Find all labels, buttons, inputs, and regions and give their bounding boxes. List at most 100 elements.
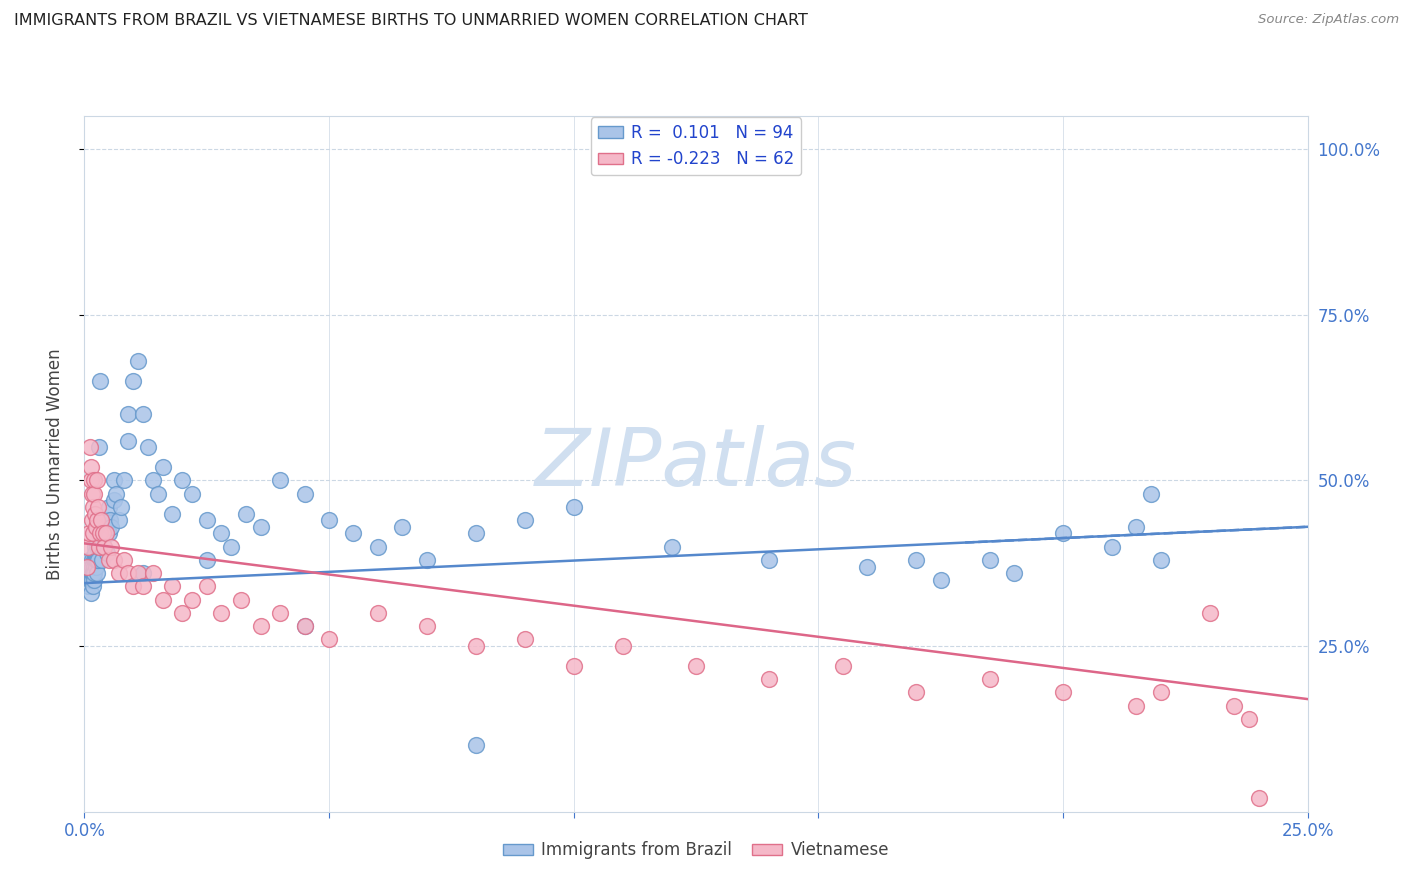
- Point: [464, 639, 486, 653]
- Point: [80, 586, 103, 600]
- Point: [82, 573, 104, 587]
- Point: [80, 573, 103, 587]
- Point: [249, 619, 271, 633]
- Point: [77, 553, 100, 567]
- Point: [181, 486, 204, 500]
- Point: [80, 474, 103, 488]
- Point: [103, 493, 125, 508]
- Point: [86, 474, 108, 488]
- Point: [91, 553, 114, 567]
- Point: [172, 474, 194, 488]
- Point: [97, 526, 120, 541]
- Point: [83, 486, 105, 500]
- Point: [127, 566, 149, 581]
- Point: [90, 513, 112, 527]
- Point: [117, 407, 139, 421]
- Point: [162, 507, 184, 521]
- Point: [758, 672, 780, 686]
- Point: [84, 520, 107, 534]
- Point: [79, 573, 101, 587]
- Point: [83, 566, 105, 581]
- Point: [562, 659, 585, 673]
- Point: [84, 546, 107, 560]
- Point: [93, 540, 115, 554]
- Point: [318, 513, 340, 527]
- Point: [105, 486, 128, 500]
- Point: [1223, 698, 1246, 713]
- Point: [107, 513, 129, 527]
- Point: [79, 440, 101, 454]
- Point: [80, 486, 103, 500]
- Point: [86, 540, 108, 554]
- Point: [107, 566, 129, 581]
- Point: [90, 540, 112, 554]
- Point: [162, 579, 184, 593]
- Point: [142, 474, 165, 488]
- Point: [98, 513, 121, 527]
- Point: [76, 566, 98, 581]
- Point: [80, 553, 103, 567]
- Point: [87, 553, 110, 567]
- Point: [77, 566, 100, 581]
- Point: [76, 559, 98, 574]
- Point: [172, 606, 194, 620]
- Point: [79, 559, 101, 574]
- Point: [1247, 791, 1270, 805]
- Point: [80, 460, 103, 475]
- Point: [84, 507, 107, 521]
- Point: [464, 526, 486, 541]
- Text: ZIPatlas: ZIPatlas: [534, 425, 858, 503]
- Point: [318, 632, 340, 647]
- Point: [83, 559, 105, 574]
- Point: [1150, 685, 1173, 699]
- Point: [90, 526, 112, 541]
- Point: [905, 553, 928, 567]
- Point: [513, 632, 536, 647]
- Point: [87, 440, 110, 454]
- Point: [96, 526, 118, 541]
- Point: [82, 500, 104, 514]
- Point: [146, 486, 169, 500]
- Y-axis label: Births to Unmarried Women: Births to Unmarried Women: [45, 348, 63, 580]
- Point: [342, 526, 364, 541]
- Point: [83, 573, 105, 587]
- Point: [93, 540, 115, 554]
- Point: [100, 520, 122, 534]
- Point: [562, 500, 585, 514]
- Point: [84, 559, 107, 574]
- Point: [1052, 685, 1074, 699]
- Point: [76, 579, 98, 593]
- Point: [84, 553, 107, 567]
- Point: [82, 513, 104, 527]
- Point: [132, 407, 155, 421]
- Point: [117, 434, 139, 448]
- Point: [112, 474, 135, 488]
- Point: [209, 606, 232, 620]
- Point: [83, 474, 105, 488]
- Point: [82, 566, 104, 581]
- Point: [209, 526, 232, 541]
- Point: [979, 672, 1001, 686]
- Point: [929, 573, 952, 587]
- Point: [905, 685, 928, 699]
- Point: [235, 507, 257, 521]
- Point: [1150, 553, 1173, 567]
- Point: [229, 592, 252, 607]
- Point: [94, 513, 117, 527]
- Point: [136, 440, 159, 454]
- Point: [83, 553, 105, 567]
- Point: [367, 540, 389, 554]
- Point: [1237, 712, 1260, 726]
- Point: [91, 526, 114, 541]
- Point: [103, 474, 125, 488]
- Point: [661, 540, 683, 554]
- Point: [89, 526, 111, 541]
- Point: [513, 513, 536, 527]
- Point: [80, 566, 103, 581]
- Point: [269, 474, 291, 488]
- Point: [97, 500, 120, 514]
- Point: [249, 520, 271, 534]
- Point: [1002, 566, 1025, 581]
- Text: IMMIGRANTS FROM BRAZIL VS VIETNAMESE BIRTHS TO UNMARRIED WOMEN CORRELATION CHART: IMMIGRANTS FROM BRAZIL VS VIETNAMESE BIR…: [14, 13, 808, 29]
- Point: [195, 553, 218, 567]
